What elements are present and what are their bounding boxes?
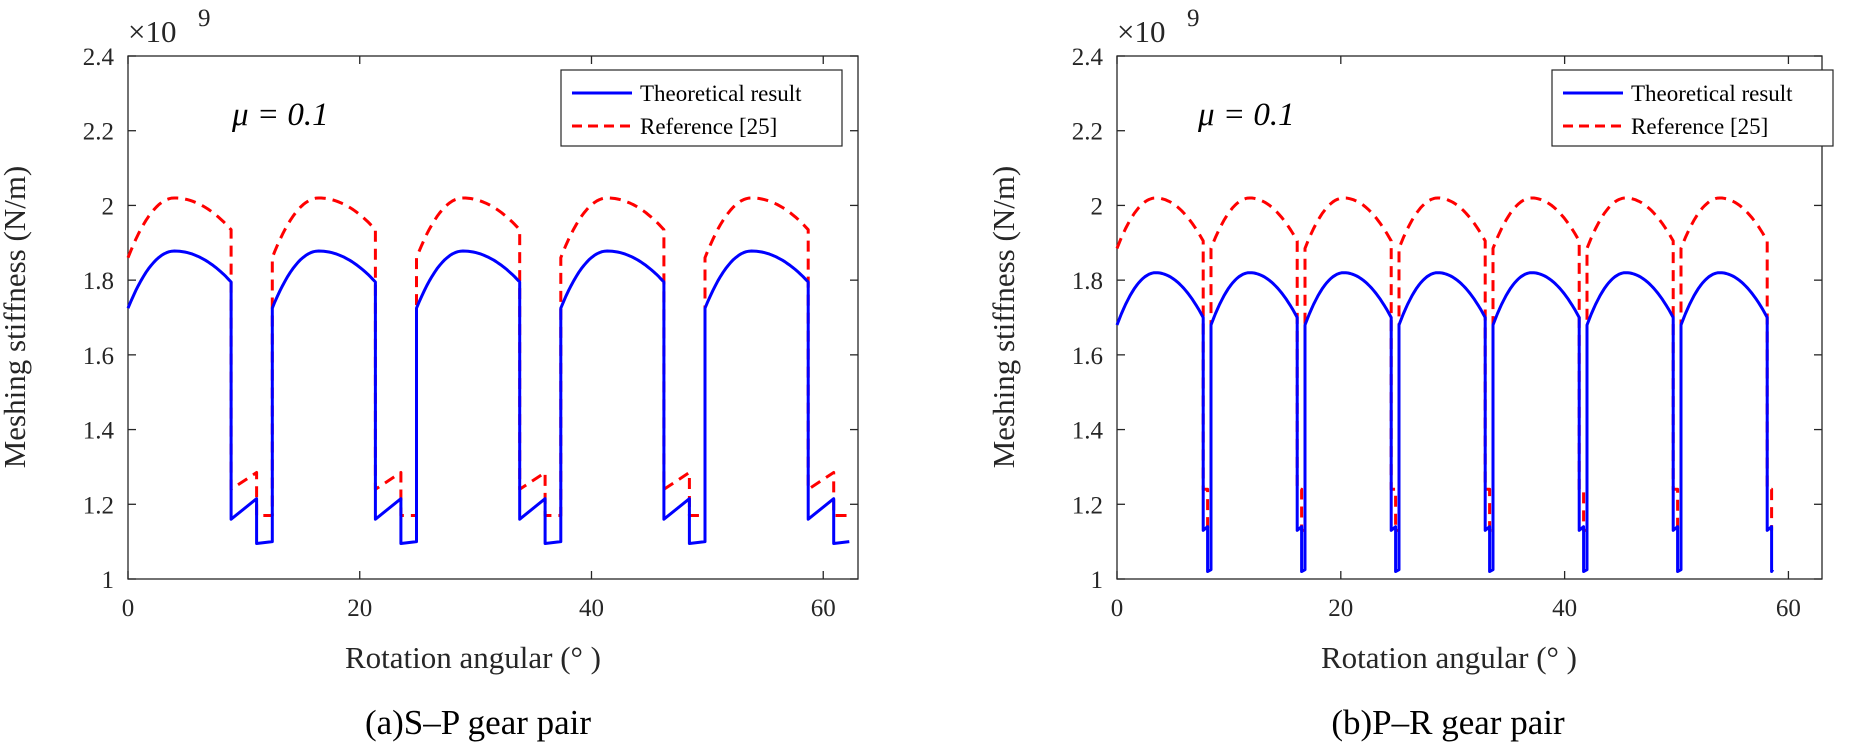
- annotation-mu-a: μ = 0.1: [231, 97, 329, 133]
- annotation-mu-b: μ = 0.1: [1197, 97, 1295, 133]
- y-tick-label-a-4: 1.8: [83, 268, 114, 295]
- y-tick-label-a-7: 2.4: [83, 44, 115, 71]
- x-axis-title-b: Rotation angular (° ): [1321, 640, 1577, 675]
- y-tick-label-a-3: 1.6: [83, 343, 114, 370]
- plot-lines-b: [1115, 196, 1775, 573]
- legend-label-reference-a: Reference [25]: [640, 114, 777, 139]
- y-axis-a: 1 1.2 1.4 1.6 1.8 2 2.2 2.4: [83, 44, 858, 594]
- x-axis-a: 0 20 40 60: [122, 56, 836, 622]
- y-axis-title-a: Meshing stiffness (N/m): [0, 166, 32, 469]
- x-tick-label-a-40: 40: [579, 595, 604, 622]
- x-tick-label-b-20: 20: [1328, 595, 1353, 622]
- y-tick-label-a-2: 1.4: [83, 418, 115, 445]
- chart-panel-b: 0 20 40 60 1 1.2 1.4 1.6 1.8 2 2.2 2.4 ×10 9 μ = 0…: [986, 5, 1834, 742]
- y-tick-label-a-5: 2: [102, 193, 115, 220]
- exponent-power-b: 9: [1187, 5, 1200, 32]
- caption-b: (b)P–R gear pair: [1331, 703, 1565, 742]
- y-axis-b: 1 1.2 1.4 1.6 1.8 2 2.2 2.4: [1072, 44, 1822, 594]
- plot-lines-a: [126, 196, 850, 545]
- legend-label-theoretical-b: Theoretical result: [1631, 81, 1793, 106]
- plot-area-a: [127, 55, 859, 580]
- y-tick-label-b-0: 1: [1091, 567, 1104, 594]
- y-tick-label-b-3: 1.6: [1072, 343, 1103, 370]
- legend-a: Theoretical result Reference [25]: [560, 69, 843, 147]
- x-tick-label-a-60: 60: [811, 595, 836, 622]
- y-tick-label-a-1: 1.2: [83, 492, 114, 519]
- series-theoretical-line-a: [126, 249, 850, 545]
- x-axis-b: 0 20 40 60: [1111, 56, 1801, 622]
- caption-a: (a)S–P gear pair: [365, 703, 591, 742]
- x-tick-label-b-0: 0: [1111, 595, 1124, 622]
- exponent-label-b: ×10: [1117, 14, 1165, 49]
- series-reference-line-a: [126, 196, 850, 517]
- x-tick-label-b-40: 40: [1552, 595, 1577, 622]
- x-tick-label-a-20: 20: [347, 595, 372, 622]
- x-tick-label-a-0: 0: [122, 595, 135, 622]
- y-tick-label-b-1: 1.2: [1072, 492, 1103, 519]
- y-tick-label-b-5: 2: [1091, 193, 1104, 220]
- series-theoretical-line-b: [1115, 271, 1775, 573]
- y-tick-label-b-4: 1.8: [1072, 268, 1103, 295]
- y-tick-label-b-6: 2.2: [1072, 119, 1103, 146]
- y-axis-title-b: Meshing stiffness (N/m): [986, 166, 1021, 469]
- y-tick-label-b-2: 1.4: [1072, 418, 1104, 445]
- y-tick-label-a-0: 1: [102, 567, 115, 594]
- chart-panel-a: 0 20 40 60 1 1.2 1.4 1.6 1.8 2 2.2 2.4 ×10 9 μ = 0…: [0, 5, 859, 742]
- legend-b: Theoretical result Reference [25]: [1551, 69, 1834, 147]
- exponent-label-a: ×10: [128, 14, 176, 49]
- legend-label-theoretical-a: Theoretical result: [640, 81, 802, 106]
- x-axis-title-a: Rotation angular (° ): [345, 640, 601, 675]
- series-reference-line-b: [1115, 196, 1774, 532]
- y-tick-label-a-6: 2.2: [83, 119, 114, 146]
- exponent-power-a: 9: [198, 5, 211, 32]
- x-tick-label-b-60: 60: [1776, 595, 1801, 622]
- legend-label-reference-b: Reference [25]: [1631, 114, 1768, 139]
- plot-area-b: [1116, 55, 1823, 580]
- y-tick-label-b-7: 2.4: [1072, 44, 1104, 71]
